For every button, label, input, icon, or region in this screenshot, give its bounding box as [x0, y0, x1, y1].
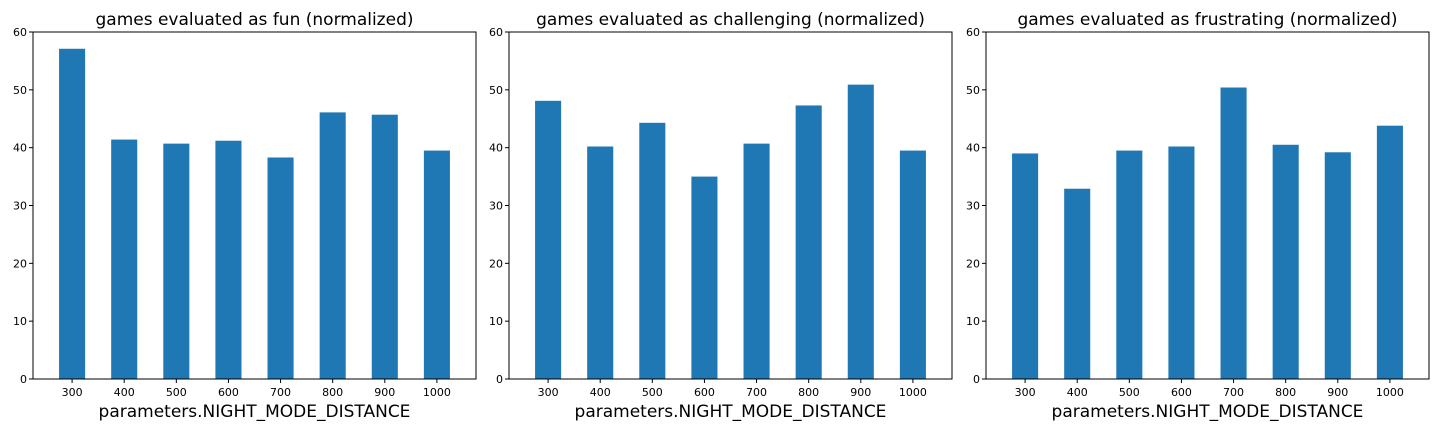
y-tick-label: 50	[13, 84, 27, 97]
bar-300	[59, 48, 86, 380]
chart-title: games evaluated as fun (normalized)	[95, 10, 413, 30]
bar-500	[163, 143, 190, 379]
y-tick-label: 40	[489, 142, 503, 155]
x-tick-label: 600	[218, 386, 239, 399]
chart-title: games evaluated as challenging (normaliz…	[536, 10, 925, 30]
chart-title: games evaluated as frustrating (normaliz…	[1017, 10, 1397, 30]
y-tick-label: 30	[13, 200, 27, 213]
bar-700	[743, 143, 770, 379]
y-tick-label: 20	[966, 257, 980, 270]
y-tick-label: 60	[489, 26, 503, 39]
bar-400	[587, 146, 614, 379]
bar-1000	[899, 150, 926, 379]
bar-900	[371, 114, 398, 379]
y-tick-label: 30	[966, 200, 980, 213]
x-tick-label: 800	[798, 386, 819, 399]
bar-300	[535, 100, 562, 379]
x-tick-label: 1000	[899, 386, 927, 399]
y-tick-label: 0	[20, 373, 27, 386]
x-tick-label: 500	[166, 386, 187, 399]
chart-panel-challenging: games evaluated as challenging (normaliz…	[489, 10, 953, 422]
bar-group	[1012, 87, 1403, 380]
bar-group	[535, 84, 926, 380]
bar-700	[1220, 87, 1247, 380]
bar-700	[267, 157, 294, 379]
plot-frame	[508, 31, 953, 380]
bar-900	[847, 84, 874, 379]
x-tick-label: 600	[694, 386, 715, 399]
bar-900	[1324, 152, 1351, 379]
bar-1000	[1376, 125, 1403, 379]
y-tick-label: 10	[966, 315, 980, 328]
x-tick-label: 300	[62, 386, 83, 399]
x-tick-label: 300	[1015, 386, 1036, 399]
chart-panel-frustrating: games evaluated as frustrating (normaliz…	[966, 10, 1430, 422]
plot-frame	[32, 31, 477, 380]
bar-800	[1272, 144, 1299, 379]
bar-300	[1012, 153, 1039, 379]
bar-400	[111, 139, 138, 379]
x-tick-label: 600	[1171, 386, 1192, 399]
x-tick-label: 900	[374, 386, 395, 399]
x-tick-label: 700	[746, 386, 767, 399]
y-tick-label: 0	[496, 373, 503, 386]
y-tick-label: 60	[966, 26, 980, 39]
x-tick-label: 400	[1067, 386, 1088, 399]
x-tick-label: 500	[1119, 386, 1140, 399]
x-axis-label: parameters.NIGHT_MODE_DISTANCE	[1052, 402, 1364, 422]
x-tick-label: 400	[114, 386, 135, 399]
tick-group: 300 400 500 600 700 800 900 1000 0 10 20 30 40 50 60	[13, 26, 451, 399]
y-tick-label: 30	[489, 200, 503, 213]
y-tick-label: 10	[13, 315, 27, 328]
bar-500	[639, 122, 666, 380]
tick-group: 300 400 500 600 700 800 900 1000 0 10 20 30 40 50 60	[489, 26, 927, 399]
x-tick-label: 500	[642, 386, 663, 399]
bar-600	[215, 140, 242, 379]
x-tick-label: 800	[322, 386, 343, 399]
y-tick-label: 50	[489, 84, 503, 97]
x-tick-label: 700	[270, 386, 291, 399]
x-tick-label: 1000	[1376, 386, 1404, 399]
x-tick-label: 400	[590, 386, 611, 399]
x-axis-label: parameters.NIGHT_MODE_DISTANCE	[99, 402, 411, 422]
y-tick-label: 40	[13, 142, 27, 155]
y-tick-label: 40	[966, 142, 980, 155]
plot-frame	[985, 31, 1430, 380]
bar-1000	[423, 150, 450, 379]
bar-600	[1168, 146, 1195, 379]
bar-400	[1064, 188, 1091, 379]
x-axis-label: parameters.NIGHT_MODE_DISTANCE	[575, 402, 887, 422]
y-tick-label: 50	[966, 84, 980, 97]
tick-group: 300 400 500 600 700 800 900 1000 0 10 20 30 40 50 60	[966, 26, 1404, 399]
x-tick-label: 1000	[423, 386, 451, 399]
bar-800	[319, 112, 346, 379]
x-tick-label: 900	[850, 386, 871, 399]
x-tick-label: 800	[1275, 386, 1296, 399]
x-tick-label: 700	[1223, 386, 1244, 399]
x-tick-label: 900	[1327, 386, 1348, 399]
chart-panel-fun: games evaluated as fun (normalized) 300 4…	[13, 10, 477, 422]
y-tick-label: 10	[489, 315, 503, 328]
bar-600	[691, 176, 718, 379]
bar-500	[1116, 150, 1143, 379]
bar-group	[59, 48, 450, 380]
x-tick-label: 300	[538, 386, 559, 399]
y-tick-label: 20	[489, 257, 503, 270]
y-tick-label: 0	[973, 373, 980, 386]
bar-800	[795, 105, 822, 379]
y-tick-label: 20	[13, 257, 27, 270]
y-tick-label: 60	[13, 26, 27, 39]
